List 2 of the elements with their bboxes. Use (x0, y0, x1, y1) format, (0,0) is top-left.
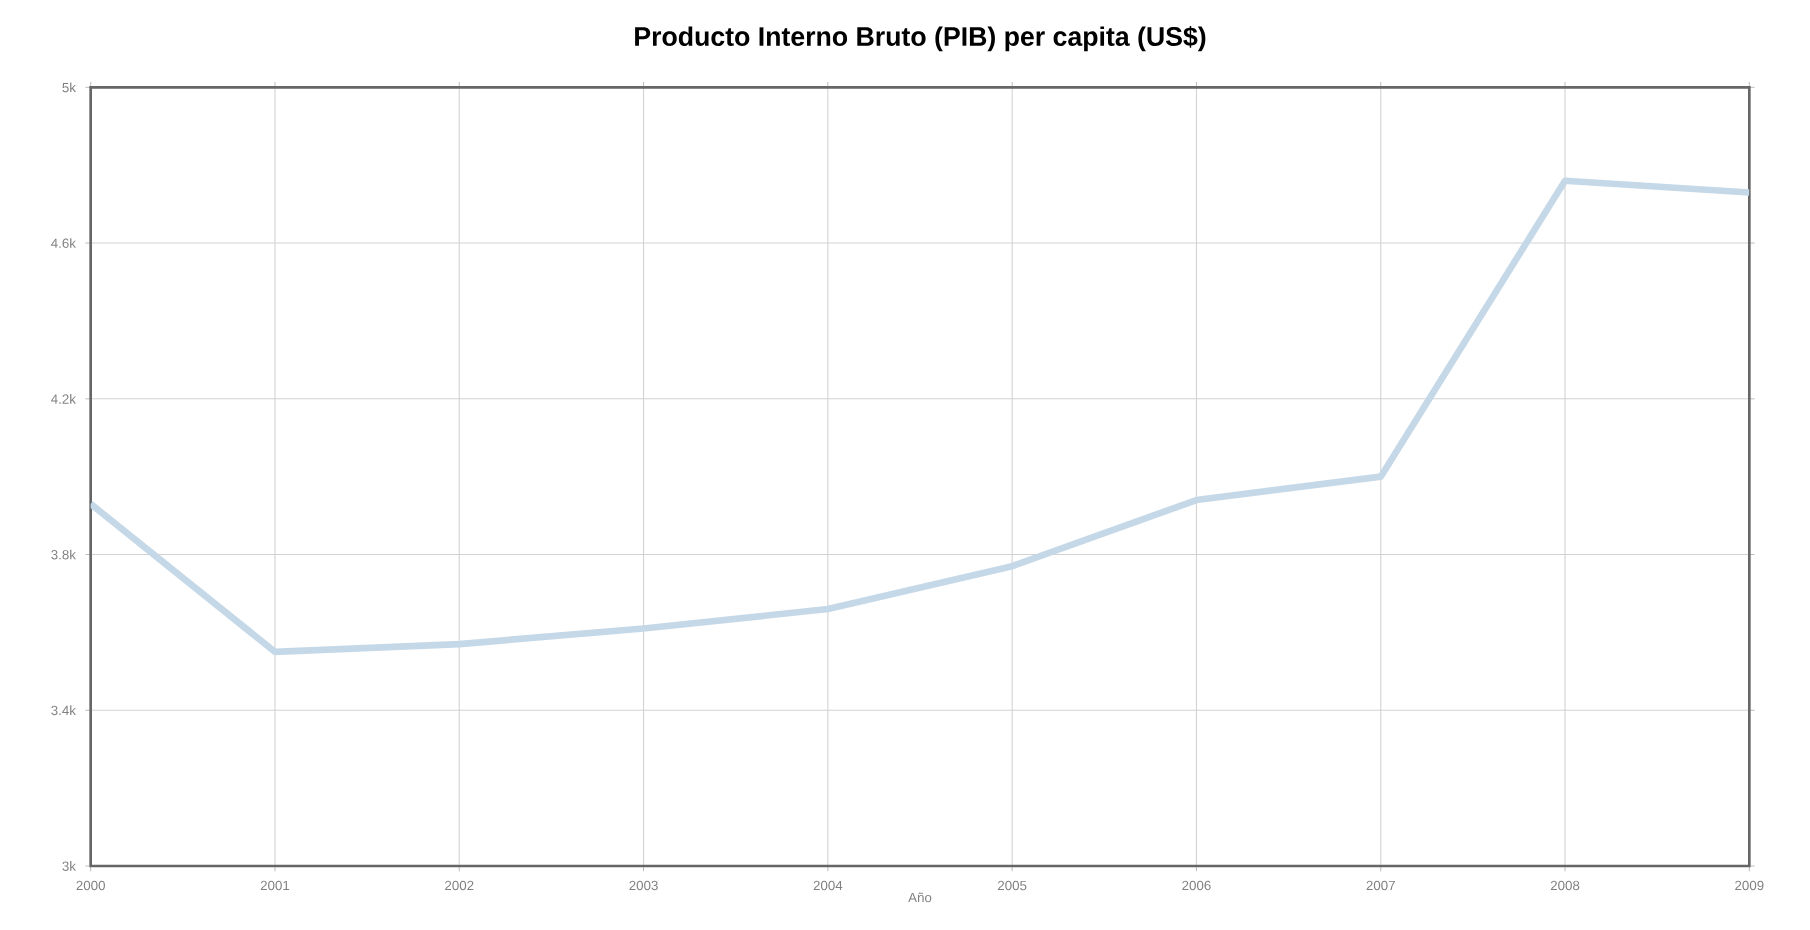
line-series (90, 177, 1750, 656)
chart-title: Producto Interno Bruto (PIB) per capita (US$) (635, 25, 1206, 52)
